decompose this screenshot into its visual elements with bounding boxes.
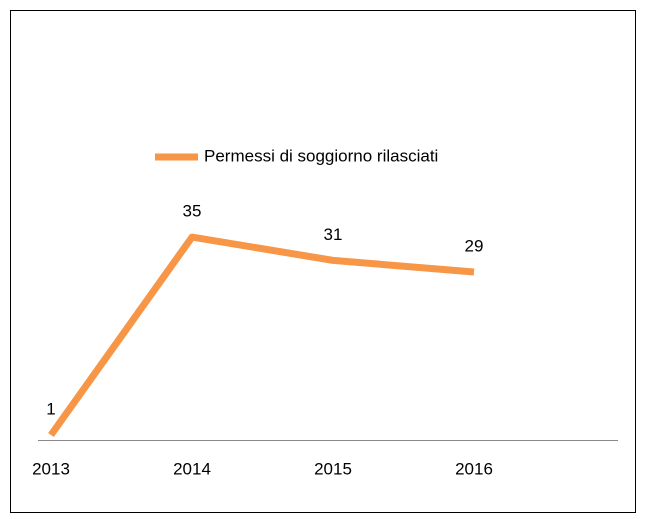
x-tick-label: 2013 [32,459,70,478]
data-label: 1 [46,399,55,418]
data-label: 31 [324,225,343,244]
data-label: 29 [465,237,484,256]
series-line [48,233,475,438]
legend-label: Permessi di soggiorno rilasciati [204,146,438,165]
x-tick-label: 2016 [455,459,493,478]
data-label: 35 [183,202,202,221]
x-tick-label: 2015 [314,459,352,478]
x-tick-label: 2014 [173,459,211,478]
